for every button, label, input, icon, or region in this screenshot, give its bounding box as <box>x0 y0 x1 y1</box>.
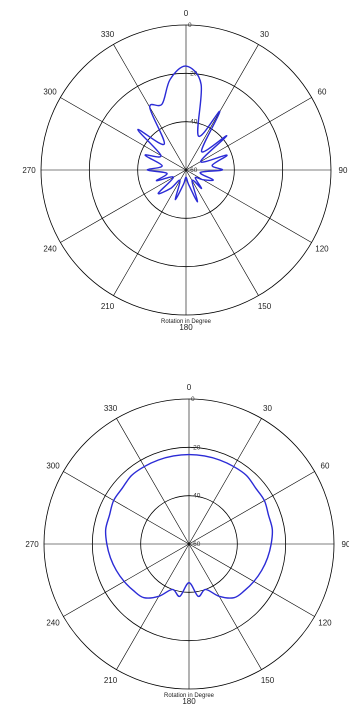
angle-tick-label: 90 <box>339 166 348 175</box>
angle-tick-label: 180 <box>182 697 196 706</box>
angle-tick-label: 150 <box>258 302 272 311</box>
angle-tick-label: 240 <box>43 245 57 254</box>
grid-spoke <box>116 543 190 670</box>
grid-spoke <box>188 543 262 670</box>
radial-tick-label: -60 <box>191 541 201 548</box>
radial-tick-label: -20 <box>188 70 198 77</box>
angle-tick-label: 60 <box>318 88 327 97</box>
angle-tick-label: 330 <box>101 30 115 39</box>
series-trace <box>137 65 228 203</box>
grid-spoke <box>188 418 262 545</box>
grid-spoke <box>63 543 190 617</box>
x-axis-label: Rotation in Degree <box>161 319 212 325</box>
grid-spoke <box>185 44 259 171</box>
angle-tick-label: 210 <box>104 676 118 685</box>
radial-tick-label: -60 <box>188 167 198 174</box>
angle-tick-label: 90 <box>342 540 349 549</box>
angle-tick-label: 0 <box>187 383 192 392</box>
angle-tick-label: 210 <box>101 302 115 311</box>
grid-spoke <box>185 169 312 243</box>
angle-tick-label: 330 <box>104 404 118 413</box>
grid-spoke <box>188 543 315 617</box>
angle-tick-label: 270 <box>25 540 39 549</box>
grid-spoke <box>116 418 190 545</box>
polar-chart-top: 0 30 60 90 120 150 180 210 240 270 300 330 0 -20 -40 -6… <box>22 9 348 332</box>
radial-tick-label: 0 <box>188 22 192 29</box>
angle-tick-label: 30 <box>263 404 272 413</box>
angle-tick-label: 240 <box>46 619 60 628</box>
angle-tick-label: 300 <box>46 462 60 471</box>
radial-tick-label: -40 <box>191 493 201 500</box>
grid-spoke <box>60 169 187 243</box>
angle-tick-label: 300 <box>43 88 57 97</box>
angle-tick-label: 150 <box>261 676 275 685</box>
radial-tick-label: 0 <box>191 396 195 403</box>
angle-tick-label: 270 <box>22 166 36 175</box>
grid-spoke <box>60 97 187 171</box>
angle-tick-label: 30 <box>260 30 269 39</box>
series-trace <box>104 453 274 599</box>
radial-tick-label: -20 <box>191 444 201 451</box>
polar-chart-bottom: 0 30 60 90 120 150 180 210 240 270 300 330 0 -20 -40 -6… <box>25 383 349 706</box>
radial-tick-label: -40 <box>188 119 198 126</box>
grid-spoke <box>185 97 312 171</box>
grid-spoke <box>63 471 190 545</box>
grid-spoke <box>185 169 259 296</box>
grid-spoke <box>188 471 315 545</box>
x-axis-label: Rotation in Degree <box>164 693 215 699</box>
angle-tick-label: 0 <box>184 9 189 18</box>
angle-tick-label: 120 <box>315 245 329 254</box>
angle-tick-label: 180 <box>179 323 193 332</box>
angle-tick-label: 120 <box>318 619 332 628</box>
grid-spoke <box>113 169 187 296</box>
angle-tick-label: 60 <box>321 462 330 471</box>
